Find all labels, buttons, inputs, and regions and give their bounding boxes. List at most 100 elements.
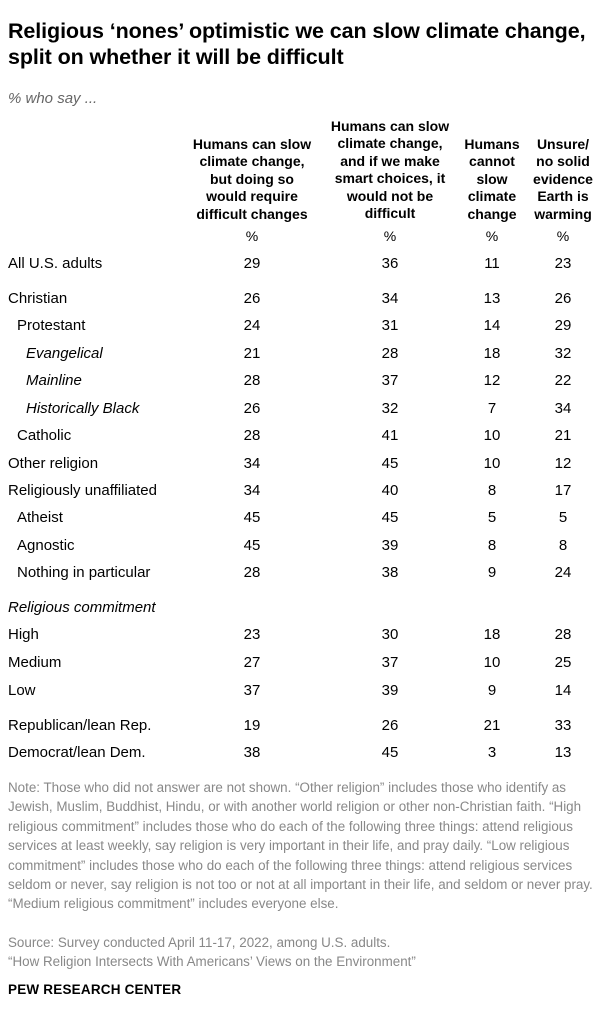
data-cell: 12 — [554, 455, 572, 472]
data-cell: 21 — [554, 427, 572, 444]
data-cell: 14 — [554, 682, 572, 699]
column-header-line: change — [467, 205, 517, 222]
data-cell: 29 — [554, 317, 572, 334]
column-header-2: Humans can slow climate change, and if we … — [315, 118, 465, 222]
column-header-line: Earth is — [537, 188, 589, 205]
data-cell: 12 — [483, 372, 501, 389]
data-cell: 45 — [243, 509, 261, 526]
row-label: Mainline — [26, 372, 82, 389]
column-header-line: difficult — [364, 205, 416, 222]
section-label: Religious commitment — [8, 599, 156, 616]
data-cell: 45 — [381, 509, 399, 526]
data-cell: 27 — [243, 654, 261, 671]
row-label: Democrat/lean Dem. — [8, 744, 146, 761]
data-cell: 13 — [554, 744, 572, 761]
column-header-line: slow — [476, 170, 508, 187]
report-title: “How Religion Intersects With Americans’… — [8, 954, 416, 969]
data-cell: 26 — [381, 717, 399, 734]
data-cell: 38 — [243, 744, 261, 761]
data-cell: 5 — [487, 509, 497, 526]
data-cell: 21 — [483, 717, 501, 734]
data-cell: 37 — [381, 654, 399, 671]
data-cell: 45 — [381, 744, 399, 761]
row-label: Protestant — [17, 317, 86, 334]
column-header-line: cannot — [469, 153, 515, 170]
data-cell: 25 — [554, 654, 572, 671]
data-cell: 45 — [243, 537, 261, 554]
column-header-line: Humans can slow — [330, 118, 450, 134]
data-cell: 13 — [483, 290, 501, 307]
data-cell: 30 — [381, 626, 399, 643]
data-cell: 21 — [243, 345, 261, 362]
row-label: Low — [8, 682, 36, 699]
row-label: Historically Black — [26, 400, 140, 417]
column-header-line: and if we make — [340, 152, 440, 169]
unit-label: % — [383, 228, 397, 244]
column-header-3: Humans cannot slow climate change — [460, 136, 524, 223]
row-label: Other religion — [8, 455, 99, 472]
data-cell: 3 — [487, 744, 497, 761]
data-cell: 8 — [487, 537, 497, 554]
column-header-line: Humans can slow — [192, 136, 312, 152]
chart-title: Religious ‘nones’ optimistic we can slow… — [8, 19, 586, 69]
row-label: All U.S. adults — [8, 255, 103, 272]
footnote: Note: Those who did not answer are not s… — [8, 780, 593, 912]
unit-label: % — [556, 228, 570, 244]
data-cell: 31 — [381, 317, 399, 334]
data-cell: 41 — [381, 427, 399, 444]
row-label: Republican/lean Rep. — [8, 717, 152, 734]
row-label: High — [8, 626, 39, 643]
source-line: Source: Survey conducted April 11-17, 20… — [8, 935, 391, 950]
data-cell: 36 — [381, 255, 399, 272]
data-cell: 39 — [381, 537, 399, 554]
data-cell: 17 — [554, 482, 572, 499]
data-cell: 9 — [487, 564, 497, 581]
row-label: Evangelical — [26, 345, 103, 362]
data-cell: 34 — [243, 482, 261, 499]
data-cell: 26 — [243, 290, 261, 307]
data-cell: 28 — [243, 564, 261, 581]
column-header-line: but doing so — [210, 170, 294, 187]
column-header-line: evidence — [533, 170, 593, 187]
chart-subtitle: % who say ... — [8, 90, 98, 107]
data-cell: 37 — [243, 682, 261, 699]
data-cell: 23 — [243, 626, 261, 643]
row-label: Christian — [8, 290, 68, 307]
unit-label: % — [245, 228, 259, 244]
data-cell: 28 — [554, 626, 572, 643]
data-cell: 11 — [484, 255, 500, 272]
data-cell: 40 — [381, 482, 399, 499]
column-header-line: climate — [467, 188, 517, 205]
data-cell: 23 — [554, 255, 572, 272]
data-cell: 34 — [243, 455, 261, 472]
row-label: Nothing in particular — [17, 564, 151, 581]
data-cell: 9 — [487, 682, 497, 699]
row-label: Medium — [8, 654, 62, 671]
column-header-line: warming — [534, 205, 592, 222]
column-header-line: would require — [206, 188, 298, 205]
row-label: Agnostic — [17, 537, 75, 554]
column-header-line: climate change, — [337, 135, 443, 152]
data-cell: 28 — [243, 372, 261, 389]
column-header-line: climate change, — [199, 153, 305, 170]
row-label: Atheist — [17, 509, 63, 526]
data-cell: 37 — [381, 372, 399, 389]
data-cell: 28 — [243, 427, 261, 444]
data-cell: 5 — [558, 509, 568, 526]
row-label: Catholic — [17, 427, 72, 444]
data-cell: 34 — [381, 290, 399, 307]
column-header-line: no solid — [536, 153, 590, 170]
data-cell: 33 — [554, 717, 572, 734]
data-cell: 38 — [381, 564, 399, 581]
row-label: Religiously unaffiliated — [8, 482, 157, 499]
pew-research-center-logo: PEW RESEARCH CENTER — [8, 982, 182, 997]
data-cell: 39 — [381, 682, 399, 699]
column-header-line: Unsure/ — [536, 136, 590, 152]
column-header-4: Unsure/no solid evidence Earth is warming — [528, 136, 598, 223]
data-cell: 32 — [381, 400, 399, 417]
data-cell: 10 — [483, 427, 501, 444]
data-cell: 26 — [554, 290, 572, 307]
data-cell: 24 — [243, 317, 261, 334]
unit-label: % — [485, 228, 499, 244]
column-header-line: Humans — [464, 136, 520, 152]
